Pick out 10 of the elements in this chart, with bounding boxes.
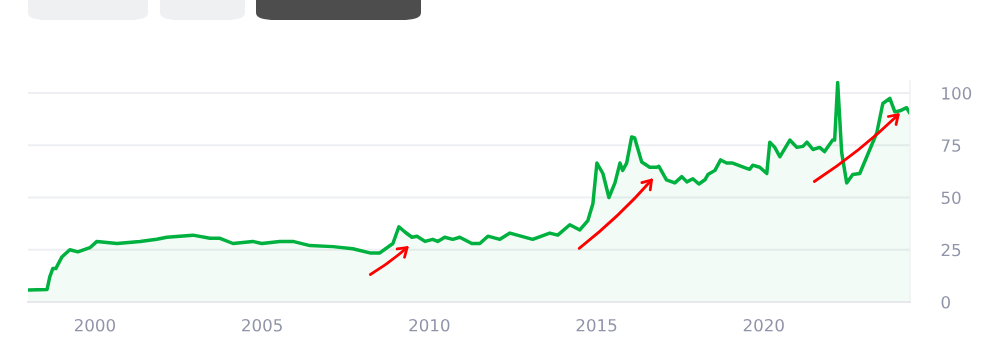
y-tick-label: 50: [941, 191, 961, 205]
y-tick-label: 75: [941, 139, 961, 152]
y-tick-label: 25: [941, 243, 961, 257]
y-tick-label: 0: [941, 295, 950, 309]
x-tick-label: 2005: [242, 318, 282, 332]
x-tick-label: 2020: [743, 318, 784, 332]
y-tick-label: 100: [942, 87, 972, 100]
x-tick-label: 2010: [409, 318, 450, 332]
x-tick-label: 2015: [576, 318, 617, 332]
x-tick-label: 2000: [74, 318, 116, 332]
